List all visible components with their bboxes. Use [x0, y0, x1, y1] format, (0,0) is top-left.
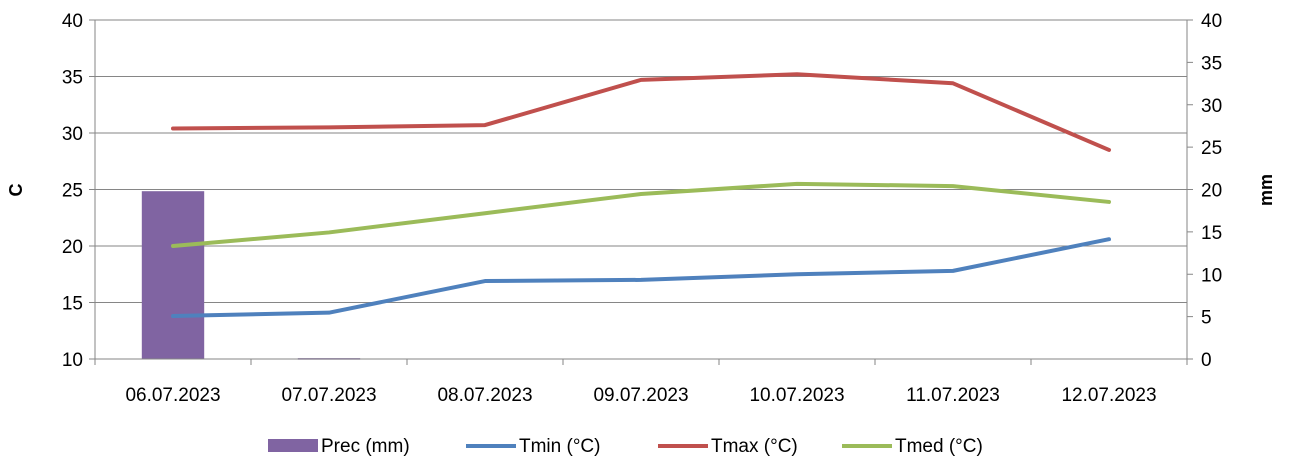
legend-label: Tmed (°C)	[895, 436, 983, 457]
right-axis-ticks: 0 5 10 15 20 25 30 35 40	[1201, 11, 1222, 371]
left-tick-label: 25	[62, 181, 83, 202]
x-tick-label: 10.07.2023	[749, 385, 844, 406]
right-tick-label: 40	[1201, 11, 1222, 32]
right-axis-title: mm	[1256, 174, 1276, 206]
series-lines	[171, 72, 1111, 319]
legend-swatch	[268, 439, 318, 452]
left-tick-label: 35	[62, 68, 83, 89]
legend: Prec (mm) Tmin (°C) Tmax (°C) Tmed (°C)	[268, 436, 983, 457]
x-tick-label: 08.07.2023	[437, 385, 532, 406]
x-tick-label: 09.07.2023	[593, 385, 688, 406]
right-tick-label: 20	[1201, 181, 1222, 202]
left-tick-label: 10	[62, 350, 83, 371]
left-tick-label: 30	[62, 124, 83, 145]
bar	[141, 191, 205, 359]
series-line	[171, 181, 1111, 248]
right-tick-label: 5	[1201, 308, 1212, 329]
left-axis-title: C	[6, 184, 26, 197]
axes	[89, 19, 1193, 365]
bars	[141, 191, 361, 360]
x-tick-label: 12.07.2023	[1061, 385, 1156, 406]
x-axis-ticks: 06.07.2023 07.07.2023 08.07.2023 09.07.2023…	[125, 385, 1156, 406]
legend-label: Tmax (°C)	[711, 436, 798, 457]
right-tick-label: 30	[1201, 96, 1222, 117]
legend-label: Prec (mm)	[321, 436, 410, 457]
x-tick-label: 07.07.2023	[281, 385, 376, 406]
x-tick-label: 11.07.2023	[906, 385, 1000, 406]
left-axis-ticks: 10 15 20 25 30 35 40	[62, 11, 83, 371]
left-tick-label: 15	[62, 294, 83, 315]
gridlines	[95, 19, 1187, 303]
right-tick-label: 25	[1201, 138, 1222, 159]
right-tick-label: 15	[1201, 223, 1222, 244]
left-tick-label: 40	[62, 11, 83, 32]
legend-label: Tmin (°C)	[519, 436, 600, 457]
series-line	[171, 237, 1111, 319]
series-line	[171, 72, 1111, 152]
right-tick-label: 35	[1201, 53, 1222, 74]
right-tick-label: 0	[1201, 350, 1212, 371]
left-tick-label: 20	[62, 237, 83, 258]
right-tick-label: 10	[1201, 265, 1222, 286]
x-tick-label: 06.07.2023	[125, 385, 220, 406]
